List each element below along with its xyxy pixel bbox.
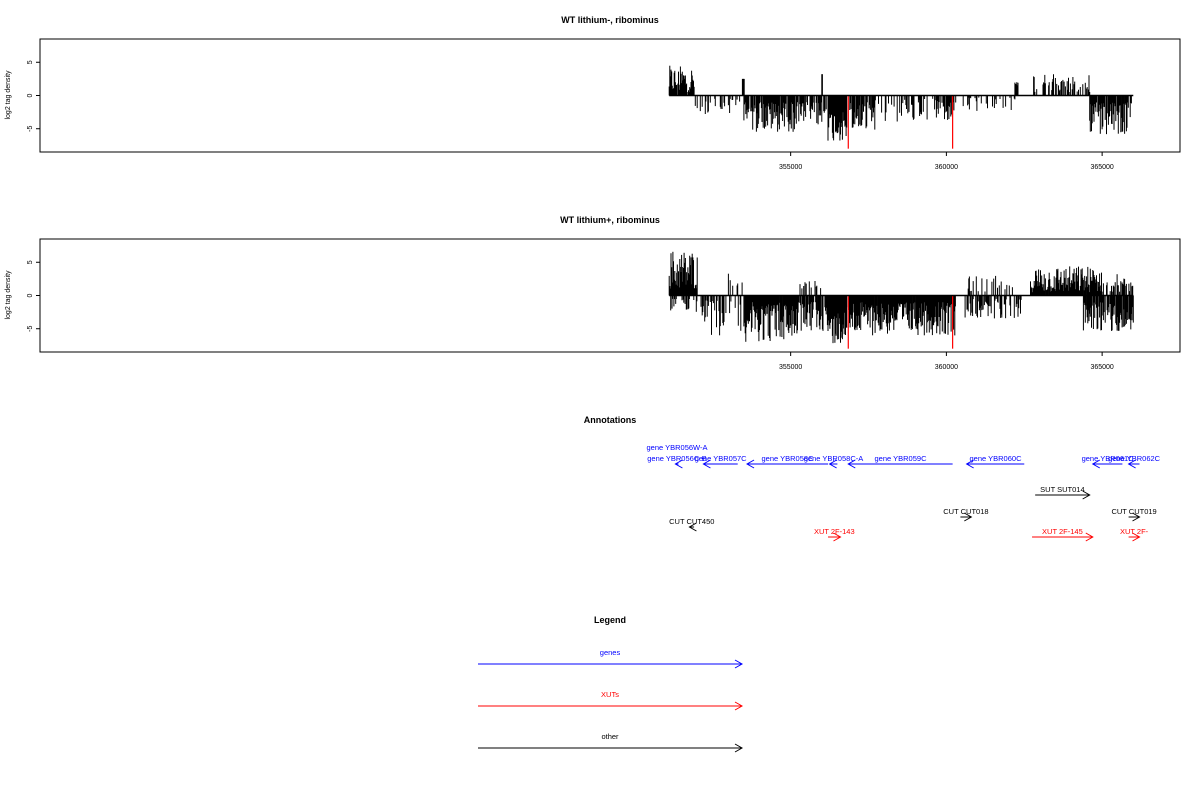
annotations-title: Annotations <box>584 415 637 425</box>
highlight-series <box>847 95 954 149</box>
annotations-panel: Annotations gene YBR056W-A gene YBR056C-B… <box>584 415 1161 542</box>
arrow-right-icon <box>964 512 973 522</box>
annotation-gene: gene YBR062C <box>1108 454 1161 469</box>
feature-label: gene YBR060C <box>970 454 1023 463</box>
legend-title: Legend <box>594 615 626 625</box>
arrow-left-icon <box>847 459 856 469</box>
y-axis: 5 0 -5 <box>27 260 40 332</box>
y-tick-label: 0 <box>27 93 34 97</box>
legend-item: genes <box>478 648 744 669</box>
feature-label: SUT SUT014 <box>1040 485 1084 494</box>
track-panel-lithium-plus: WT lithium+, ribominus log2 tag density … <box>5 215 1181 371</box>
feature-label: gene YBR058C <box>762 454 815 463</box>
track-panel-lithium-minus: WT lithium-, ribominus log2 tag density … <box>5 15 1181 171</box>
annotation-other: CUT CUT450 <box>669 517 714 532</box>
feature-label: gene YBR056C-B <box>647 454 706 463</box>
arrow-right-icon <box>833 532 842 542</box>
arrow-left-icon <box>1127 459 1136 469</box>
feature-label: CUT CUT018 <box>943 507 988 516</box>
arrow-right-icon <box>1132 532 1141 542</box>
highlight-series <box>847 295 954 349</box>
x-axis: 355000 360000 365000 <box>779 152 1114 171</box>
x-tick-label: 355000 <box>779 164 802 171</box>
feature-label: gene YBR058C-A <box>804 454 863 463</box>
arrow-left-icon <box>688 522 697 532</box>
y-tick-label: -5 <box>27 126 34 132</box>
annotation-gene: gene YBR056W-A <box>646 443 707 452</box>
x-tick-label: 365000 <box>1090 364 1113 371</box>
y-tick-label: 0 <box>27 293 34 297</box>
annotation-gene: gene YBR057C <box>695 454 748 469</box>
legend-label: other <box>601 732 619 741</box>
arrow-left-icon <box>965 459 974 469</box>
feature-label: XUT 2F- <box>1120 527 1149 536</box>
annotation-gene: gene YBR056C-B <box>647 454 707 469</box>
annotation-gene: gene YBR060C <box>965 454 1025 469</box>
track-title: WT lithium-, ribominus <box>561 15 659 25</box>
annotation-other: CUT CUT019 <box>1111 507 1157 522</box>
y-axis-label: log2 tag density <box>5 270 12 320</box>
annotation-other: SUT SUT014 <box>1035 485 1091 500</box>
annotation-gene: gene YBR058C-A <box>804 454 863 469</box>
track-title: WT lithium+, ribominus <box>560 215 660 225</box>
x-tick-label: 360000 <box>935 164 958 171</box>
bar-series <box>668 65 1132 141</box>
feature-label: gene YBR059C <box>875 454 928 463</box>
x-tick-label: 355000 <box>779 364 802 371</box>
y-tick-label: 5 <box>27 60 34 64</box>
arrow-left-icon <box>702 459 711 469</box>
feature-label: gene YBR056W-A <box>646 443 707 452</box>
feature-label: XUT 2F-145 <box>1042 527 1083 536</box>
arrow-right-icon <box>734 743 744 753</box>
x-axis: 355000 360000 365000 <box>779 352 1114 371</box>
arrow-right-icon <box>734 701 744 711</box>
arrow-right-icon <box>734 659 744 669</box>
feature-label: gene YBR057C <box>695 454 748 463</box>
annotation-xut: XUT 2F-145 <box>1032 527 1094 542</box>
legend-item: XUTs <box>478 690 744 711</box>
y-axis-label: log2 tag density <box>5 70 12 120</box>
feature-label: CUT CUT019 <box>1111 507 1156 516</box>
arrow-left-icon <box>746 459 755 469</box>
legend-label: genes <box>600 648 621 657</box>
legend-item: other <box>478 732 744 753</box>
arrow-left-icon <box>674 459 683 469</box>
annotation-xut: XUT 2F- <box>1120 527 1149 542</box>
arrow-left-icon <box>1091 459 1101 469</box>
legend-items: genes XUTs other <box>478 648 744 753</box>
x-tick-label: 360000 <box>935 364 958 371</box>
feature-label: XUT 2F-143 <box>814 527 855 536</box>
y-tick-label: -5 <box>27 326 34 332</box>
y-tick-label: 5 <box>27 260 34 264</box>
annotation-xut: XUT 2F-143 <box>814 527 855 542</box>
arrow-right-icon <box>1082 490 1091 500</box>
legend-label: XUTs <box>601 690 619 699</box>
arrow-left-icon <box>828 459 837 469</box>
x-tick-label: 365000 <box>1090 164 1113 171</box>
y-axis: 5 0 -5 <box>27 60 40 132</box>
bar-series <box>668 251 1134 344</box>
feature-label: CUT CUT450 <box>669 517 714 526</box>
arrow-right-icon <box>1085 532 1094 542</box>
feature-label: gene YBR062C <box>1108 454 1161 463</box>
feature-label: gene YBR061C <box>1082 454 1135 463</box>
annotation-gene: gene YBR059C <box>847 454 953 469</box>
annotation-other: CUT CUT018 <box>943 507 989 522</box>
legend-panel: Legend genes XUTs other <box>478 615 744 753</box>
arrow-right-icon <box>1132 512 1141 522</box>
annotation-gene: gene YBR058C <box>746 454 829 469</box>
annotation-gene: gene YBR061C <box>1082 454 1135 469</box>
